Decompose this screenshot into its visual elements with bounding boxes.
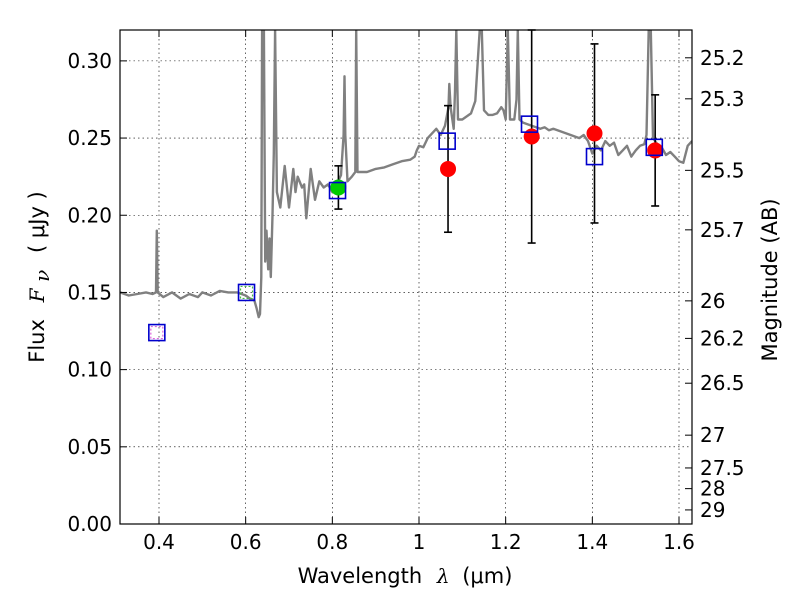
x-axis-symbol: λ — [436, 564, 450, 588]
y-tick-label: 0.25 — [67, 126, 112, 150]
y-tick-label: 0.15 — [67, 280, 112, 304]
right-tick-label: 27.5 — [700, 456, 745, 480]
right-tick-label: 25.5 — [700, 158, 745, 182]
right-tick-label: 26 — [700, 289, 725, 313]
y-axis-label: Flux F ν ( μJy ) — [25, 191, 54, 363]
limit-marker — [239, 285, 254, 300]
x-tick-label: 0.4 — [143, 530, 175, 554]
series-layer — [120, 29, 692, 342]
model-point — [438, 132, 456, 150]
model-point — [328, 181, 347, 200]
model-point — [645, 138, 664, 157]
observed-point — [440, 160, 457, 177]
right-tick-label: 25.2 — [700, 46, 745, 70]
plot-frame — [119, 29, 693, 525]
y-tick-label: 0.20 — [67, 203, 112, 227]
right-tick-label: 26.5 — [700, 371, 745, 395]
limit-marker — [150, 325, 164, 340]
x-axis-label-prefix: Wavelength — [298, 564, 423, 588]
model-point — [148, 323, 166, 342]
right-axis-label: Magnitude (AB) — [758, 198, 782, 361]
right-tick-label: 25.3 — [700, 87, 745, 111]
x-tick-label: 0.8 — [316, 530, 348, 554]
y-tick-label: 0.05 — [67, 435, 112, 459]
y-tick-label: 0.00 — [67, 512, 112, 536]
model-point — [585, 147, 604, 166]
right-tick-label: 28 — [700, 477, 725, 501]
y-axis-unit: ( μJy ) — [25, 191, 49, 253]
y-axis-subscript: ν — [30, 270, 54, 282]
x-tick-label: 1.2 — [490, 530, 522, 554]
x-tick-label: 1.6 — [663, 530, 695, 554]
x-tick-label: 1.4 — [576, 530, 608, 554]
ticks: 0.4 0.6 0.8 1 1.2 1.4 1.6 0.00 0.05 0.10 0.15 0.20 0… — [67, 30, 745, 554]
right-tick-label: 29 — [700, 498, 725, 522]
y-tick-label: 0.30 — [67, 49, 112, 73]
model-point — [520, 115, 539, 133]
x-tick-label: 1 — [413, 530, 426, 554]
y-axis-symbol: F — [25, 287, 49, 303]
y-axis-label-prefix: Flux — [25, 319, 49, 363]
x-tick-label: 0.6 — [230, 530, 262, 554]
x-axis-label: Wavelength λ (μm) — [298, 564, 513, 588]
right-tick-label: 25.7 — [700, 218, 745, 242]
y-tick-label: 0.10 — [67, 358, 112, 382]
x-axis-unit: (μm) — [462, 564, 512, 588]
model-point — [237, 283, 256, 302]
right-tick-label: 27 — [700, 423, 725, 447]
right-tick-label: 26.2 — [700, 326, 745, 350]
observed-point — [586, 125, 603, 142]
